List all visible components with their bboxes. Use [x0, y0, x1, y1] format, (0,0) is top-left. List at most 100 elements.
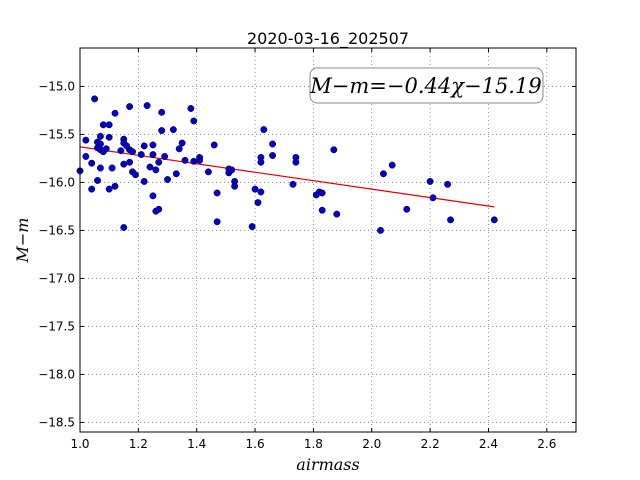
data-point	[131, 171, 139, 179]
data-point	[96, 164, 104, 172]
data-point	[388, 161, 396, 169]
data-point	[257, 188, 265, 196]
y-tick-label: −18.5	[38, 415, 75, 429]
data-point	[99, 121, 107, 129]
y-tick-label: −17.5	[38, 319, 75, 333]
x-tick-label: 2.2	[421, 437, 440, 451]
data-point	[129, 148, 136, 156]
data-point	[333, 210, 341, 218]
data-point	[429, 194, 437, 202]
data-point	[96, 140, 104, 148]
data-point	[120, 224, 128, 231]
data-point	[190, 117, 198, 125]
data-point	[149, 141, 157, 149]
fit-line	[79, 146, 495, 208]
data-point	[444, 180, 452, 188]
data-point	[292, 158, 300, 166]
data-point	[403, 205, 411, 213]
tick-layer: 1.0 1.2 1.4 1.6 1.8 2.0 2.2 2.4 2.6 −15.0 −15.5 −16…	[38, 48, 576, 451]
data-point	[251, 185, 259, 193]
x-tick-label: 1.2	[129, 437, 148, 451]
data-point	[377, 226, 384, 234]
data-point	[105, 185, 113, 193]
data-point	[158, 108, 166, 116]
data-point	[213, 189, 221, 197]
data-point	[152, 166, 160, 174]
data-point	[149, 192, 157, 200]
x-axis-label: airmass	[296, 455, 359, 474]
y-axis-label: M−m	[13, 218, 32, 264]
x-tick-label: 1.6	[246, 437, 265, 451]
data-point	[137, 151, 145, 159]
x-tick-label: 1.0	[70, 437, 89, 451]
x-tick-label: 2.4	[479, 437, 498, 451]
plot-frame	[79, 47, 577, 433]
y-tick-label: −16.0	[38, 175, 75, 189]
x-tick-label: 2.0	[362, 437, 381, 451]
y-tick-label: −16.5	[38, 223, 75, 237]
data-point	[161, 153, 169, 160]
x-tick-label: 2.6	[537, 437, 556, 451]
data-point	[204, 168, 212, 176]
data-point	[426, 177, 434, 185]
data-point	[94, 177, 101, 184]
annotation-box	[309, 67, 544, 104]
data-point	[140, 142, 148, 150]
data-point	[105, 133, 113, 141]
data-point	[228, 166, 236, 174]
y-tick-label: −17.0	[38, 271, 75, 285]
data-point	[126, 103, 134, 111]
data-point	[96, 132, 104, 140]
data-point	[164, 176, 171, 183]
data-point	[88, 159, 96, 167]
data-point	[175, 145, 183, 153]
data-point	[102, 145, 110, 153]
y-tick-label: −15.5	[38, 127, 75, 141]
data-point	[155, 158, 163, 166]
data-point	[187, 105, 195, 112]
data-point	[318, 206, 326, 214]
data-point	[330, 146, 338, 154]
data-point	[120, 160, 128, 168]
points-layer	[76, 95, 498, 234]
data-point	[210, 141, 218, 149]
fit-line-layer	[79, 146, 495, 208]
data-point	[181, 156, 189, 164]
data-point	[158, 127, 166, 135]
x-tick-label: 1.8	[304, 437, 323, 451]
data-point	[91, 95, 99, 103]
data-point	[447, 216, 454, 224]
data-point	[108, 164, 116, 172]
annotation-text: M−m=−0.44χ−15.19	[309, 74, 541, 98]
data-point	[190, 157, 198, 165]
data-point	[88, 185, 96, 193]
data-point	[213, 218, 221, 226]
chart-title: 2020-03-16_202507	[247, 29, 409, 49]
y-tick-label: −15.0	[38, 79, 75, 93]
data-point	[318, 189, 326, 197]
y-tick-label: −18.0	[38, 367, 75, 381]
x-tick-label: 1.4	[187, 437, 206, 451]
data-point	[140, 177, 148, 185]
data-point	[149, 151, 157, 159]
data-point	[248, 223, 256, 231]
data-point	[143, 102, 151, 110]
data-point	[379, 170, 387, 178]
data-point	[172, 170, 180, 178]
data-point	[289, 180, 297, 188]
data-point	[82, 136, 90, 144]
data-point	[169, 126, 177, 134]
data-point	[155, 205, 163, 213]
data-point	[111, 109, 119, 117]
data-point	[146, 163, 154, 171]
data-point	[231, 182, 239, 190]
data-point	[82, 153, 90, 160]
data-point	[111, 182, 119, 190]
data-point	[257, 158, 265, 166]
data-point	[105, 121, 113, 129]
data-point	[126, 158, 134, 166]
data-point	[269, 140, 277, 148]
data-point	[178, 139, 186, 147]
data-point	[254, 199, 262, 207]
